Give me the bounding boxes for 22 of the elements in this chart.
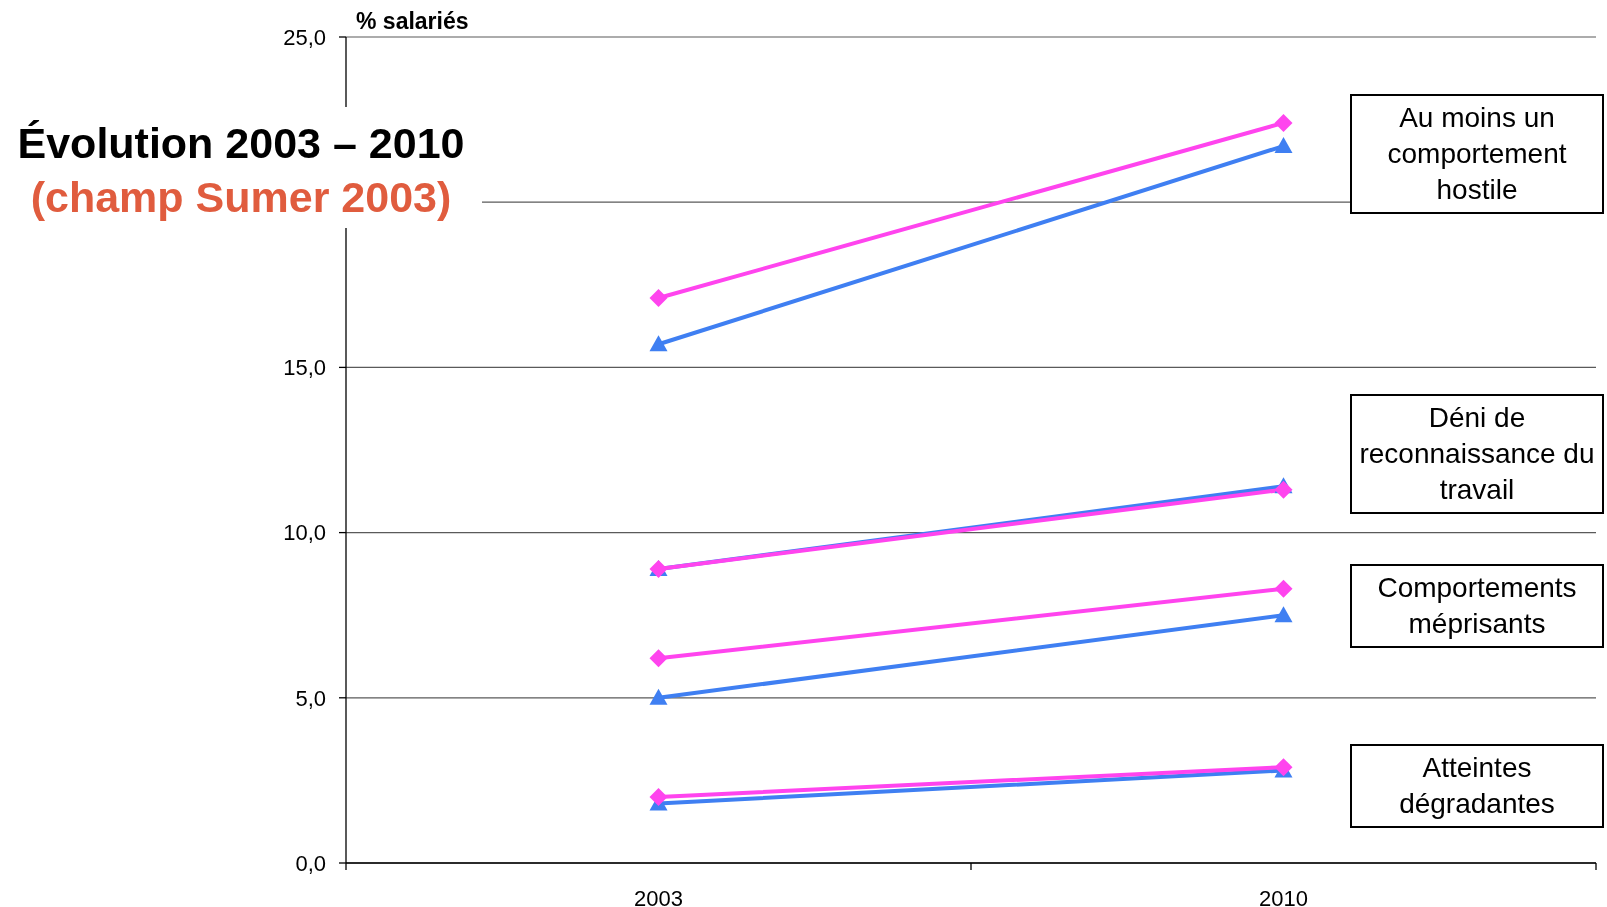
point: [1274, 113, 1293, 132]
y-tick-label: 5,0: [295, 685, 326, 711]
y-tick-label: 15,0: [283, 355, 326, 381]
annotation: Comportements méprisants: [1377, 572, 1577, 639]
x-tick-label: 2010: [1259, 885, 1308, 907]
text: Évolution 2003 – 2010: [16, 118, 466, 169]
annotation: Au moins un comportement hostile: [1387, 102, 1567, 205]
y-tick-label: 10,0: [283, 520, 326, 546]
note-box: Comportements méprisants: [1350, 564, 1604, 648]
annotation: Atteintes dégradantes: [1399, 752, 1555, 819]
note-box: Au moins un comportement hostile: [1350, 94, 1604, 214]
annotation: Déni de reconnaissance du travail: [1359, 402, 1595, 505]
point: [1274, 579, 1293, 598]
y-tick-label: 25,0: [283, 24, 326, 50]
text: (champ Sumer 2003): [29, 172, 453, 223]
point: [649, 649, 668, 668]
point: [649, 289, 668, 308]
y-tick-label: 0,0: [295, 850, 326, 876]
y-axis-title: % salariés: [356, 8, 469, 34]
note-box: Atteintes dégradantes: [1350, 744, 1604, 828]
x-tick-label: 2003: [634, 885, 683, 907]
note-box: Déni de reconnaissance du travail: [1350, 394, 1604, 514]
